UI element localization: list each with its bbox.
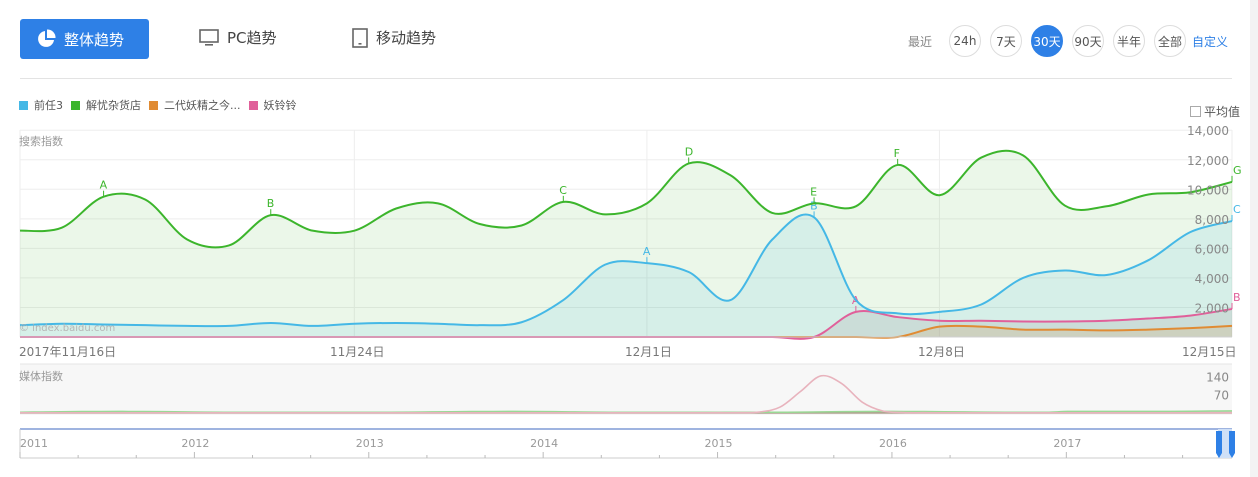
x-label-nov24: 11月24日	[330, 345, 385, 359]
range-label: 最近	[907, 34, 932, 49]
tablet-icon	[352, 27, 368, 48]
watermark: © index.baidu.com	[19, 323, 116, 334]
y-tick-label: 4,000	[1195, 272, 1229, 286]
annotation-marker: D	[685, 145, 693, 158]
tab-mobile-trend[interactable]: 移动趋势	[352, 27, 436, 48]
top-bar: 整体趋势 PC趋势 移动趋势 最近 24h 7天 30天 90天 半年 全部 自…	[0, 0, 1258, 80]
series-area	[20, 214, 1232, 337]
legend-label: 二代妖精之今...	[164, 99, 241, 112]
series-line	[19, 213, 1233, 328]
legend-swatch	[19, 100, 28, 110]
search-panel-title: 搜索指数	[19, 135, 63, 148]
range-half-year-button[interactable]: 半年	[1112, 25, 1145, 57]
annotation-marker: F	[894, 147, 900, 160]
average-toggle[interactable]: 平均值	[1189, 103, 1240, 120]
annotation-marker: B	[1233, 291, 1241, 304]
range-24h-button[interactable]: 24h	[948, 25, 981, 57]
slider-handle-icon	[1216, 431, 1222, 458]
series-area	[20, 308, 1232, 339]
legend-item-yaolingling[interactable]: 妖铃铃	[248, 97, 297, 113]
y-tick-label: 8,000	[1195, 213, 1229, 227]
media-panel-title: 媒体指数	[19, 370, 63, 383]
annotation-marker: B	[810, 199, 818, 212]
monitor-icon	[199, 28, 219, 46]
x-label-dec8: 12月8日	[918, 345, 965, 359]
annotation-marker: A	[643, 245, 651, 258]
range-custom-link[interactable]: 自定义	[1191, 34, 1228, 49]
legend-swatch	[71, 100, 80, 110]
legend-item-jieyou[interactable]: 解忧杂货店	[71, 97, 141, 113]
tab-overall-trend[interactable]: 整体趋势	[20, 19, 149, 59]
timeline-year-label: 2012	[181, 437, 209, 450]
timeline-year-label: 2016	[879, 437, 907, 450]
page-scrollbar[interactable]	[1250, 0, 1258, 477]
timeline-year-label: 2017	[1053, 437, 1081, 450]
x-label-dec15: 12月15日	[1182, 345, 1237, 359]
series-area	[20, 150, 1232, 337]
legend-item-erdai[interactable]: 二代妖精之今...	[149, 97, 241, 113]
range-90d-button[interactable]: 90天	[1071, 25, 1104, 57]
tab-pc-trend[interactable]: PC趋势	[199, 27, 277, 48]
annotation-marker: C	[1233, 203, 1241, 216]
divider	[20, 78, 1232, 79]
annotation-marker: E	[810, 185, 817, 198]
media-y-tick-label: 70	[1214, 389, 1229, 403]
average-label: 平均值	[1203, 105, 1240, 119]
y-tick-label: 2,000	[1195, 301, 1229, 315]
x-label-dec1: 12月1日	[625, 345, 672, 359]
media-line	[19, 374, 1232, 414]
average-checkbox[interactable]	[1189, 106, 1201, 117]
x-label-start: 2017年11月16日	[19, 345, 117, 359]
pie-chart-icon	[38, 29, 56, 47]
range-all-button[interactable]: 全部	[1153, 25, 1186, 57]
annotation-marker: G	[1233, 164, 1242, 177]
y-tick-label: 6,000	[1195, 242, 1229, 256]
annotation-marker: C	[559, 184, 567, 197]
timeline-year-label: 2015	[705, 437, 733, 450]
series-line	[19, 149, 1233, 249]
tab-pc-label: PC趋势	[227, 29, 277, 47]
annotation-marker: A	[100, 179, 108, 192]
timeline-year-label: 2014	[530, 437, 558, 450]
range-7d-button[interactable]: 7天	[989, 25, 1022, 57]
legend-label: 解忧杂货店	[86, 99, 141, 112]
timeline-year-label: 2011	[20, 437, 48, 450]
y-tick-label: 10,000	[1187, 183, 1229, 197]
legend-label: 妖铃铃	[263, 99, 297, 112]
slider-handle-icon	[1229, 431, 1235, 458]
legend-swatch	[149, 100, 158, 110]
legend-item-qianren3[interactable]: 前任3	[19, 97, 63, 113]
annotation-marker: B	[267, 197, 275, 210]
y-tick-label: 12,000	[1187, 154, 1229, 168]
legend-label: 前任3	[34, 99, 63, 112]
timeline-year-label: 2013	[356, 437, 384, 450]
legend-swatch	[248, 100, 258, 110]
tab-overall-label: 整体趋势	[64, 30, 125, 49]
chart-legend: 前任3 解忧杂货店 二代妖精之今... 妖铃铃	[19, 97, 299, 113]
tab-mobile-label: 移动趋势	[376, 29, 437, 47]
timeline-slider-handles	[1216, 429, 1235, 458]
range-30d-button[interactable]: 30天	[1030, 25, 1063, 57]
time-range-selector: 最近 24h 7天 30天 90天 半年 全部 自定义	[908, 25, 1228, 57]
media-y-tick-label: 140	[1206, 370, 1229, 384]
y-tick-label: 14,000	[1187, 124, 1229, 138]
